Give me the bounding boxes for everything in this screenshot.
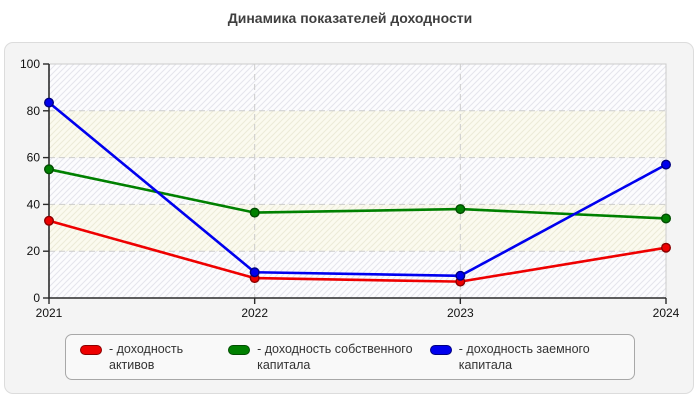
legend-item-borrowed: - доходность заемного капитала (429, 342, 612, 373)
chart-card: 0 20 40 60 80 100 2021 2022 2023 2024 - доходност… (4, 42, 694, 394)
legend-label-equity: - доходность собственного капитала (257, 342, 413, 372)
svg-text:20: 20 (27, 244, 41, 258)
borrowed-series-color-swatch-icon (429, 345, 452, 355)
chart-title: Динамика показателей доходности (227, 10, 473, 26)
legend-label-borrowed: - доходность заемного капитала (458, 342, 590, 372)
svg-text:2021: 2021 (36, 306, 63, 320)
gridlines (49, 64, 666, 298)
series-2 (44, 97, 672, 281)
legend-label-assets: - доходность активов (109, 342, 184, 372)
legend-item-equity: - доходность собственного капитала (228, 342, 430, 373)
svg-text:100: 100 (20, 57, 40, 71)
equity-series-color-swatch-icon (228, 345, 251, 355)
profitability-chart: 0 20 40 60 80 100 2021 2022 2023 2024 (20, 57, 680, 320)
svg-text:2022: 2022 (241, 306, 268, 320)
series-1 (44, 164, 672, 224)
assets-series-color-swatch-icon (80, 345, 102, 355)
chart-legend: - доходность активов - доходность собств… (65, 334, 635, 380)
legend-item-assets: - доходность активов (80, 342, 228, 373)
svg-text:0: 0 (33, 291, 40, 305)
svg-text:2024: 2024 (653, 306, 680, 320)
svg-text:2023: 2023 (447, 306, 474, 320)
x-axis-labels: 2021 2022 2023 2024 (36, 298, 680, 320)
svg-text:80: 80 (27, 104, 41, 118)
y-axis-labels: 0 20 40 60 80 100 (20, 57, 49, 305)
svg-text:60: 60 (27, 151, 41, 165)
svg-text:40: 40 (27, 197, 41, 211)
plot-bands (49, 64, 666, 298)
